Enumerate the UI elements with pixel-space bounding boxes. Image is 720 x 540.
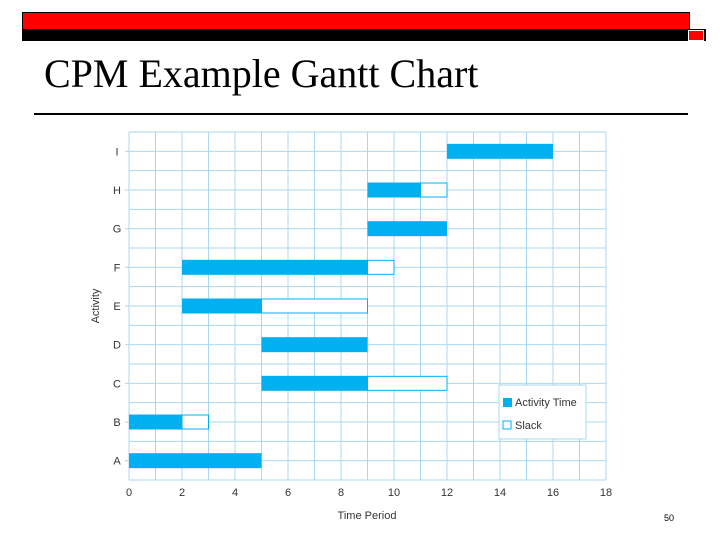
activity-bar-b: [129, 414, 182, 430]
activity-bar-f: [182, 259, 368, 275]
x-axis-label: Time Period: [338, 510, 397, 522]
y-tick-label: H: [113, 185, 121, 197]
y-tick-label: G: [113, 224, 122, 236]
activity-bar-h: [367, 182, 421, 198]
slide-title: CPM Example Gantt Chart: [44, 51, 479, 96]
legend-slack-swatch: [502, 420, 512, 430]
y-tick-label: B: [113, 417, 120, 429]
legend-activity-label: Activity Time: [515, 397, 577, 409]
slack-bar-h: [420, 182, 448, 198]
x-tick-label: 14: [494, 487, 506, 499]
legend-activity-swatch: [503, 398, 512, 407]
chart-ticks: 0 2 4 6 8 10 12 14 16 18 A B C D E F G H I: [113, 146, 612, 499]
y-tick-label: A: [113, 456, 121, 468]
x-tick-label: 0: [126, 487, 132, 499]
x-tick-label: 4: [232, 487, 238, 499]
y-tick-label: E: [113, 301, 120, 313]
chart-legend: Activity Time Slack: [498, 384, 587, 440]
activity-bar-e: [182, 298, 262, 314]
x-tick-label: 10: [388, 487, 400, 499]
title-accent-shadow: [22, 29, 706, 41]
activity-bar-d: [261, 337, 368, 353]
legend-slack-label: Slack: [515, 420, 542, 432]
x-tick-label: 8: [338, 487, 344, 499]
activity-bar-a: [129, 453, 262, 469]
y-tick-label: F: [114, 262, 121, 274]
legend-box: [498, 384, 587, 440]
chart-bars: [129, 143, 553, 469]
activity-bar-i: [447, 143, 553, 159]
slack-bar-c: [367, 375, 448, 391]
activity-bar-c: [261, 375, 368, 391]
y-tick-label: D: [113, 340, 121, 352]
x-tick-label: 2: [179, 487, 185, 499]
activity-bar-g: [367, 221, 447, 237]
y-axis-label: Activity: [90, 288, 102, 323]
title-underline: [34, 113, 688, 115]
x-tick-label: 12: [441, 487, 453, 499]
x-tick-label: 16: [547, 487, 559, 499]
slack-bar-b: [181, 414, 209, 430]
x-tick-label: 18: [600, 487, 612, 499]
page-number: 50: [664, 513, 675, 523]
slack-bar-f: [367, 259, 395, 275]
x-tick-label: 6: [285, 487, 291, 499]
y-tick-label: I: [115, 146, 118, 158]
corner-accent-box: [688, 30, 704, 41]
slack-bar-e: [261, 298, 368, 314]
y-tick-label: C: [113, 378, 121, 390]
